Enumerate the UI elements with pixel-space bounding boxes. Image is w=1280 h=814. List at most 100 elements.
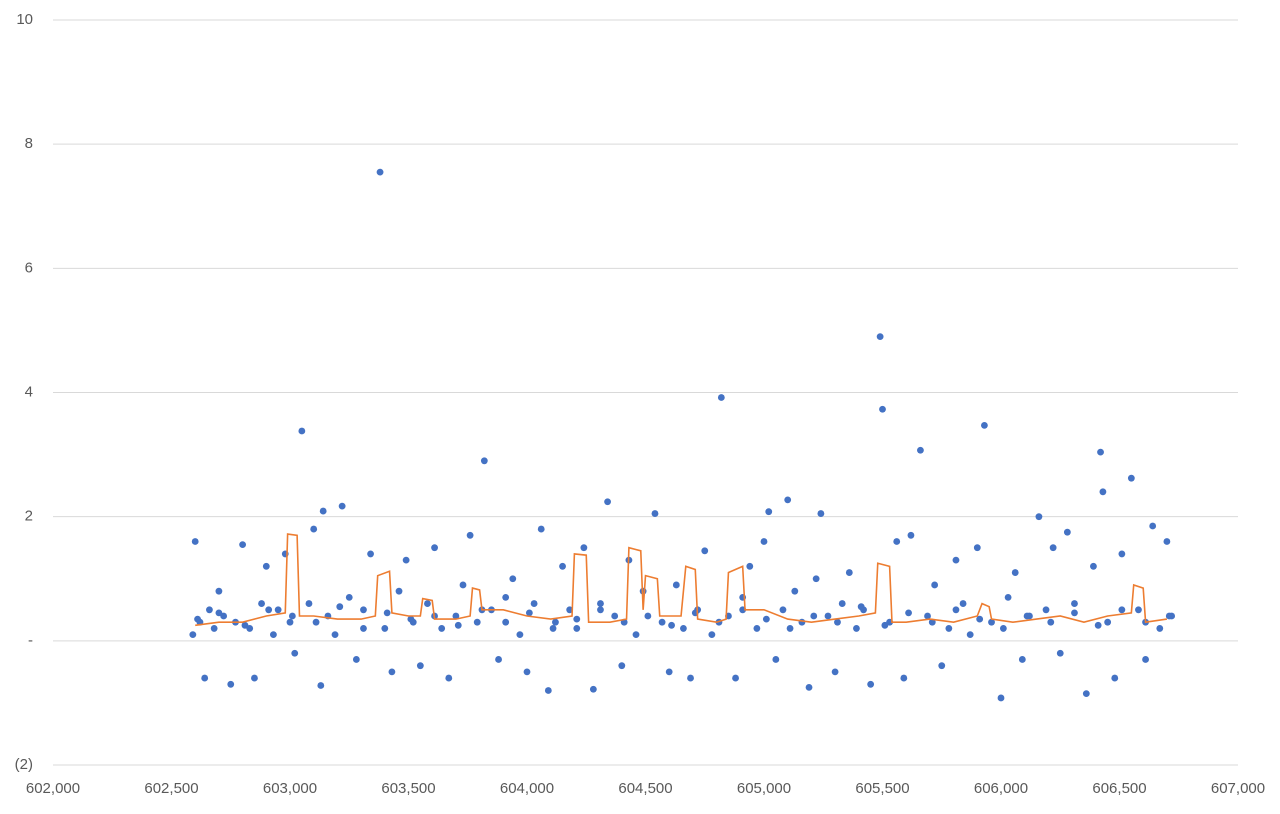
scatter-point (589, 685, 597, 693)
x-tick-label: 604,500 (618, 780, 672, 797)
scatter-point (907, 531, 915, 539)
scatter-point (760, 538, 768, 545)
scatter-point (395, 587, 403, 595)
scatter-point (779, 606, 787, 614)
scatter-point (772, 656, 780, 663)
scatter-point (336, 603, 344, 611)
scatter-point (360, 606, 367, 614)
scatter-point (466, 531, 474, 539)
scatter-point (708, 631, 716, 639)
scatter-point (210, 625, 218, 632)
scatter-point (270, 631, 277, 639)
scatter-point (746, 562, 754, 570)
scatter-point (952, 606, 960, 614)
scatter-point (438, 625, 446, 632)
scatter-point (1135, 606, 1142, 614)
scatter-point (312, 618, 320, 626)
scatter-point (1004, 593, 1012, 601)
scatter-point (291, 649, 299, 657)
scatter-point (988, 618, 995, 626)
scatter-point (786, 625, 794, 632)
scatter-point (509, 575, 517, 583)
scatter-point (658, 618, 666, 626)
scatter-point (838, 600, 846, 607)
scatter-point (981, 422, 988, 429)
scatter-point (1071, 609, 1078, 617)
scatter-point (402, 556, 410, 564)
scatter-point (251, 674, 258, 682)
scatter-point (831, 668, 839, 676)
scatter-point (227, 680, 235, 688)
scatter-point (1118, 606, 1126, 614)
scatter-point (632, 631, 640, 639)
scatter-point (668, 621, 675, 629)
scatter-point (924, 612, 931, 620)
scatter-point (1049, 544, 1057, 552)
scatter-point (537, 525, 545, 533)
scatter-point (376, 168, 384, 176)
scatter-point (765, 508, 773, 516)
scatter-point (1156, 625, 1164, 632)
scatter-point (717, 394, 725, 401)
scatter-point (367, 550, 374, 558)
scatter-point (286, 618, 294, 626)
scatter-point (893, 538, 901, 545)
y-tick-label: - (28, 632, 33, 649)
scatter-point (938, 662, 946, 670)
scatter-point (1163, 538, 1171, 545)
scatter-point (544, 687, 552, 694)
scatter-point (966, 631, 974, 639)
y-tick-label: 6 (25, 259, 33, 276)
y-tick-label: 4 (25, 383, 33, 400)
x-tick-label: 603,500 (381, 780, 435, 797)
scatter-point (530, 600, 538, 607)
scatter-point (1063, 528, 1071, 536)
scatter-point (812, 575, 820, 583)
scatter-point (239, 541, 247, 549)
scatter-point (1142, 656, 1149, 663)
scatter-point (215, 609, 223, 617)
scatter-point (672, 581, 680, 589)
x-tick-label: 605,000 (737, 780, 791, 797)
scatter-point (881, 621, 889, 629)
scatter-point (194, 615, 201, 623)
scatter-point (206, 606, 213, 614)
scatter-point (1035, 513, 1043, 521)
scatter-point (1127, 474, 1135, 482)
scatter-point (753, 625, 761, 632)
scatter-point (502, 618, 510, 626)
scatter-point (495, 656, 502, 663)
scatter-point (879, 405, 886, 413)
scatter-point (928, 618, 936, 626)
scatter-point (516, 631, 524, 639)
scatter-point (288, 612, 296, 620)
scatter-point (798, 618, 806, 626)
scatter-point (241, 621, 249, 629)
scatter-point (265, 606, 273, 614)
scatter-point (651, 510, 659, 517)
scatter-point (845, 569, 853, 576)
scatter-point (559, 562, 566, 570)
scatter-point (473, 618, 481, 626)
scatter-point (597, 600, 604, 607)
y-tick-label: (2) (15, 756, 33, 773)
scatter-point (905, 609, 912, 617)
x-tick-label: 604,000 (500, 780, 554, 797)
y-tick-label: 8 (25, 135, 33, 152)
scatter-point (952, 556, 960, 564)
scatter-point (1165, 612, 1173, 620)
scatter-point (352, 656, 360, 663)
scatter-point (523, 668, 531, 676)
scatter-point (573, 625, 581, 632)
scatter-point (999, 625, 1007, 632)
scatter-point (1090, 562, 1097, 570)
scatter-point (1023, 612, 1031, 620)
scatter-point (552, 618, 559, 626)
scatter-point (274, 606, 282, 614)
scatter-point (1042, 606, 1050, 614)
scatter-point (644, 612, 652, 620)
scatter-point (805, 683, 813, 691)
scatter-point (1047, 618, 1055, 626)
